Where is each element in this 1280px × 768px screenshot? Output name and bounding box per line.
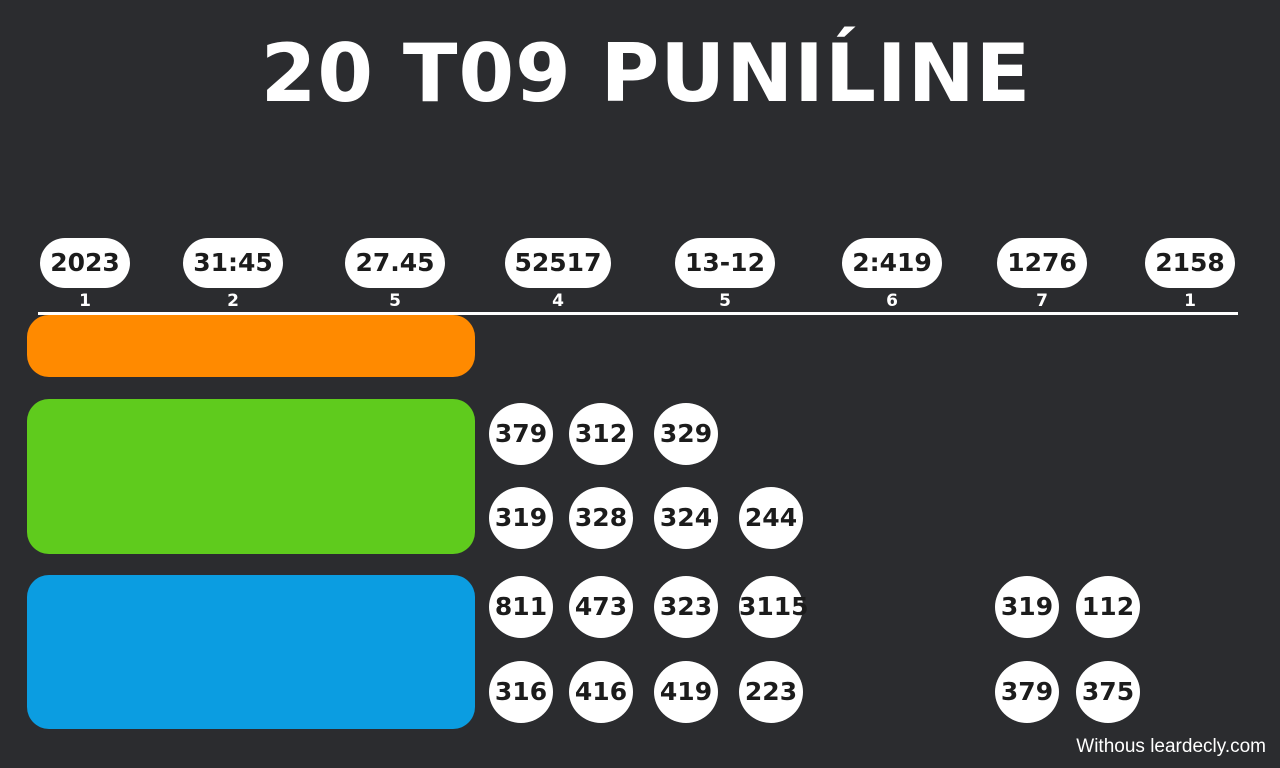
timeline-stamp-3: 27.45 5 [305, 238, 485, 310]
number-bubble: 375 [1076, 661, 1140, 723]
timeline-stamp-2: 31:45 2 [143, 238, 323, 310]
timeline-stamp-7: 1276 7 [952, 238, 1132, 310]
timeline-stamp-index: 1 [1184, 291, 1196, 311]
timeline-stamp-label: 2158 [1145, 238, 1235, 288]
number-bubble: 244 [739, 487, 803, 549]
timeline-stamp-6: 2:419 6 [802, 238, 982, 310]
timeline-stamp-8: 2158 1 [1100, 238, 1280, 310]
number-bubble: 319 [995, 576, 1059, 638]
timeline-stamp-index: 4 [552, 291, 564, 311]
number-bubble: 223 [739, 661, 803, 723]
timeline-stamp-1: 2023 1 [0, 238, 175, 310]
page-title: 20 T09 PUNIĹINE [260, 27, 1032, 120]
number-bubble: 416 [569, 661, 633, 723]
timeline-stamp-index: 5 [719, 291, 731, 311]
number-bubble: 3115 [739, 576, 809, 638]
footer-watermark: Withous leardecly.com [1076, 736, 1266, 757]
number-bubble: 329 [654, 403, 718, 465]
timeline-stamp-index: 5 [389, 291, 401, 311]
timeline-stamp-label: 52517 [504, 238, 612, 288]
number-bubble: 811 [489, 576, 553, 638]
timeline-stamp-label: 1276 [997, 238, 1087, 288]
timeline-stamp-4: 52517 4 [468, 238, 648, 310]
number-bubble: 319 [489, 487, 553, 549]
timeline-stamp-index: 6 [886, 291, 898, 311]
timeline-stamp-label: 31:45 [183, 238, 283, 288]
number-bubble: 316 [489, 661, 553, 723]
number-bubble: 112 [1076, 576, 1140, 638]
timeline-stamp-index: 7 [1036, 291, 1048, 311]
green-bar [27, 399, 475, 554]
timeline-stamp-index: 2 [227, 291, 239, 311]
number-bubble: 419 [654, 661, 718, 723]
number-bubble: 379 [995, 661, 1059, 723]
number-bubble: 379 [489, 403, 553, 465]
timeline-stamp-label: 2:419 [842, 238, 942, 288]
timeline-stamp-5: 13-12 5 [635, 238, 815, 310]
number-bubble: 323 [654, 576, 718, 638]
timeline-stamp-index: 1 [79, 291, 91, 311]
number-bubble: 473 [569, 576, 633, 638]
number-bubble: 328 [569, 487, 633, 549]
number-bubble: 324 [654, 487, 718, 549]
timeline-stamp-label: 13-12 [675, 238, 775, 288]
timeline-axis [38, 312, 1238, 315]
orange-bar [27, 315, 475, 377]
timeline-stamp-label: 2023 [40, 238, 130, 288]
timeline-stamp-label: 27.45 [345, 238, 445, 288]
number-bubble: 312 [569, 403, 633, 465]
blue-bar [27, 575, 475, 729]
